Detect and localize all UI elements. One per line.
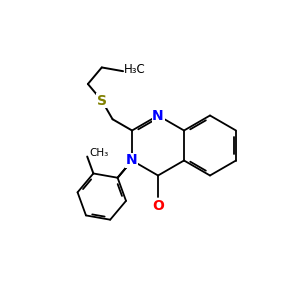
Text: N: N bbox=[152, 109, 164, 122]
Text: N: N bbox=[126, 154, 137, 167]
Text: H₃C: H₃C bbox=[124, 63, 145, 76]
Text: CH₃: CH₃ bbox=[89, 148, 109, 158]
Text: S: S bbox=[97, 94, 107, 107]
Text: O: O bbox=[152, 199, 164, 212]
